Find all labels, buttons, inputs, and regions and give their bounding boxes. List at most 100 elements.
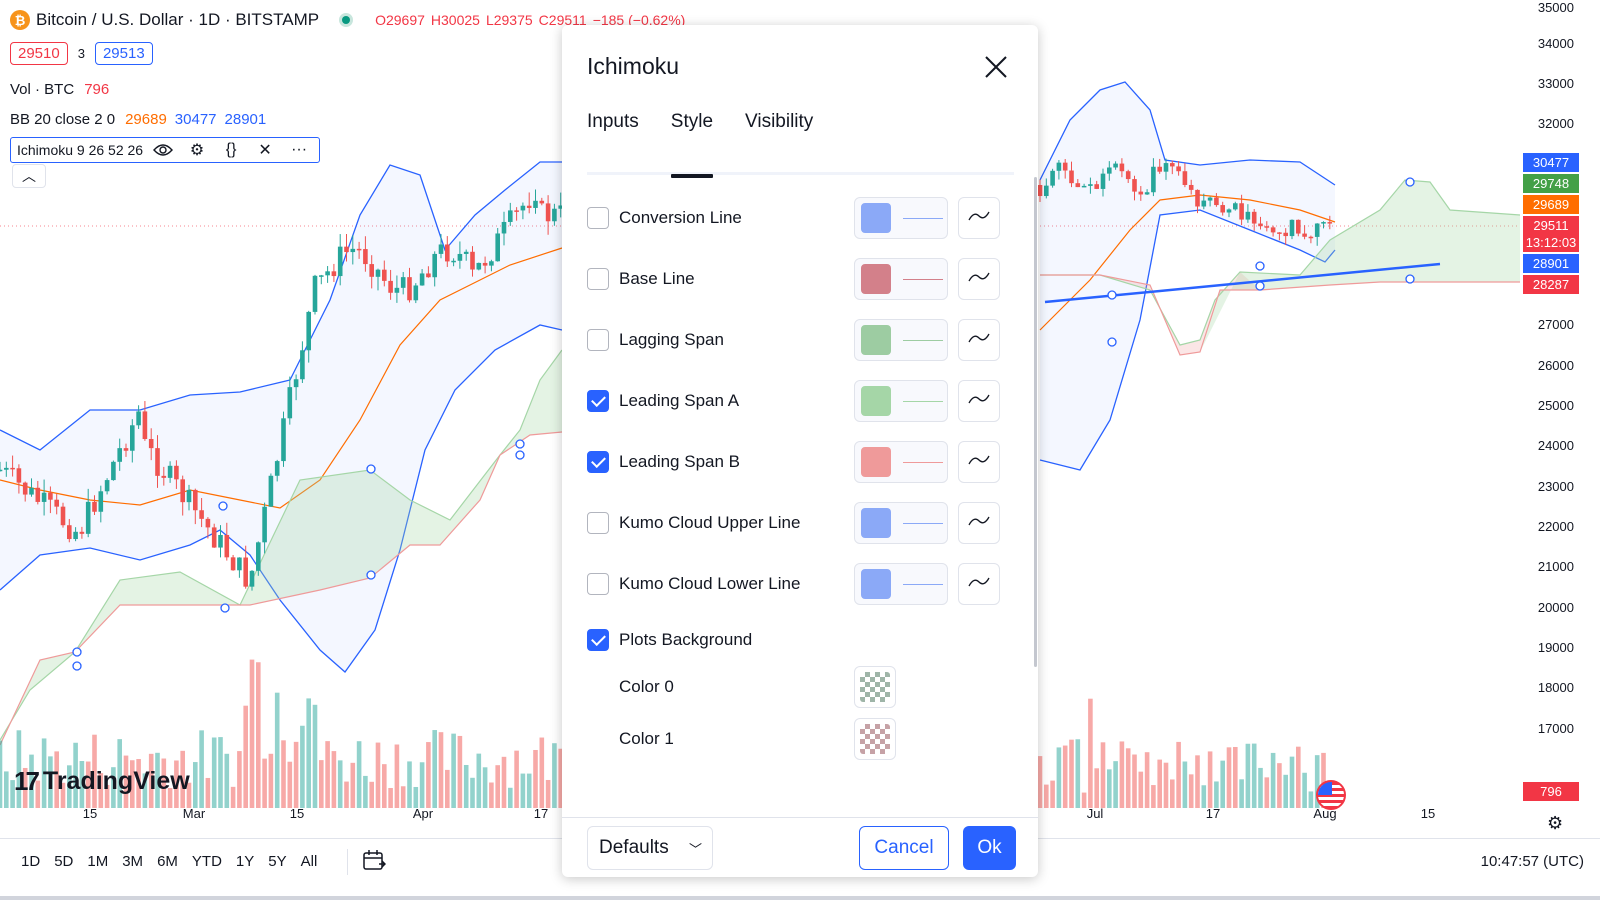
tab-visibility[interactable]: Visibility: [745, 111, 814, 132]
candle-body: [79, 531, 85, 534]
candle-body: [1258, 223, 1263, 227]
style-settings-list[interactable]: Conversion Line Base Line Lagging Span Lead…: [562, 177, 1038, 817]
more-icon[interactable]: ···: [291, 141, 308, 158]
line-curve-icon: [968, 331, 990, 349]
timeframe-1m[interactable]: 1M: [87, 853, 109, 870]
kumo-cloud-upper-line-plot-type-button[interactable]: [958, 502, 1000, 544]
candle-body: [60, 506, 66, 526]
kumo-cloud-upper-line-label[interactable]: Kumo Cloud Upper Line: [619, 513, 801, 532]
kumo-cloud-lower-line-color-button[interactable]: [854, 563, 948, 605]
candle-body: [218, 534, 223, 548]
base-line-color-button[interactable]: [854, 258, 948, 300]
volume-bar: [224, 753, 230, 808]
calendar-icon[interactable]: [362, 849, 386, 873]
defaults-dropdown[interactable]: Defaults ﹀: [587, 826, 713, 870]
volume-bar: [48, 756, 53, 808]
kumo-cloud-upper-line-color-button[interactable]: [854, 502, 948, 544]
leading-span-b-color-button[interactable]: [854, 441, 948, 483]
us-flag-icon[interactable]: [1316, 780, 1346, 810]
settings-gear-icon[interactable]: ⚙: [189, 142, 205, 159]
tradingview-logo[interactable]: 17 TradingView: [14, 766, 190, 797]
candle-body: [92, 501, 97, 512]
close-icon[interactable]: [982, 53, 1010, 81]
timeframe-6m[interactable]: 6M: [157, 853, 178, 870]
volume-bar: [161, 758, 167, 808]
axis-settings-icon[interactable]: ⚙: [1547, 813, 1564, 833]
volume-bar: [1233, 746, 1238, 808]
cancel-button[interactable]: Cancel: [859, 826, 949, 870]
volume-bar: [104, 784, 110, 808]
kumo-cloud-lower-line-checkbox[interactable]: [587, 573, 609, 595]
timeframe-3m[interactable]: 3M: [122, 853, 144, 870]
base-line-plot-type-button[interactable]: [958, 258, 1000, 300]
plots-background-checkbox[interactable]: [587, 629, 609, 651]
kumo-cloud-lower-line-label[interactable]: Kumo Cloud Lower Line: [619, 574, 801, 593]
base-line-checkbox[interactable]: [587, 268, 609, 290]
volume-bar: [1094, 768, 1099, 808]
conversion-line-plot-type-button[interactable]: [958, 197, 1000, 239]
leading-span-a-label[interactable]: Leading Span A: [619, 391, 740, 410]
utc-time[interactable]: 10:47:57 (UTC): [1480, 853, 1584, 870]
volume-bar: [495, 765, 500, 808]
volume-bar: [1075, 739, 1081, 808]
timeframe-1d[interactable]: 1D: [21, 853, 41, 870]
eye-icon[interactable]: [149, 143, 177, 157]
ichimoku-legend-box[interactable]: Ichimoku 9 26 52 26 ⚙ {} ✕ ···: [10, 137, 321, 163]
conversion-line-checkbox[interactable]: [587, 207, 609, 229]
lagging-span-checkbox[interactable]: [587, 329, 609, 351]
line-curve-icon: [968, 575, 990, 593]
base-line-label[interactable]: Base Line: [619, 269, 695, 288]
timeframe-1y[interactable]: 1Y: [235, 853, 255, 870]
candle-body: [1138, 191, 1144, 195]
lagging-span-label[interactable]: Lagging Span: [619, 330, 724, 349]
leading-span-b-plot-type-button[interactable]: [958, 441, 1000, 483]
row-leading-span-a: Leading Span A: [587, 379, 1000, 423]
sell-button[interactable]: 29510: [10, 42, 68, 65]
volume-legend[interactable]: Vol · BTC 796: [10, 81, 109, 98]
time-axis-label: Jul: [1086, 806, 1104, 821]
source-code-icon[interactable]: {}: [225, 141, 237, 158]
scrollbar[interactable]: [1034, 177, 1037, 667]
candle-body: [48, 492, 53, 500]
color-1-picker[interactable]: [854, 718, 896, 760]
lagging-span-color-button[interactable]: [854, 319, 948, 361]
line-style-preview: [903, 339, 943, 341]
volume-bar: [148, 753, 154, 808]
candle-body: [1056, 162, 1062, 171]
volume-bar: [186, 782, 192, 808]
kumo-cloud-lower-line-plot-type-button[interactable]: [958, 563, 1000, 605]
conversion-line-color-button[interactable]: [854, 197, 948, 239]
buy-button[interactable]: 29513: [94, 42, 153, 65]
tab-inputs[interactable]: Inputs: [587, 111, 639, 132]
color-0-picker[interactable]: [854, 666, 896, 708]
conversion-line-label[interactable]: Conversion Line: [619, 208, 742, 227]
color-1-label: Color 1: [619, 729, 674, 748]
tab-style[interactable]: Style: [670, 111, 714, 178]
timeframe-5d[interactable]: 5D: [54, 853, 74, 870]
drawing-handle: [218, 501, 228, 511]
chevron-down-icon: ﹀: [688, 842, 702, 857]
timeframe-ytd[interactable]: YTD: [191, 853, 222, 870]
timeframe-5y[interactable]: 5Y: [268, 853, 287, 870]
candle-body: [98, 491, 104, 512]
leading-span-a-plot-type-button[interactable]: [958, 380, 1000, 422]
leading-span-a-color-button[interactable]: [854, 380, 948, 422]
remove-icon[interactable]: ✕: [258, 142, 272, 159]
leading-span-a-checkbox[interactable]: [587, 390, 609, 412]
kumo-cloud-upper-line-checkbox[interactable]: [587, 512, 609, 534]
symbol-title[interactable]: Bitcoin / U.S. Dollar · 1D · BITSTAMP: [36, 10, 320, 29]
timeframe-all[interactable]: All: [300, 853, 318, 870]
leading-span-b-label[interactable]: Leading Span B: [619, 452, 740, 471]
bb-legend[interactable]: BB 20 close 2 0 29689 30477 28901: [10, 111, 266, 128]
volume-bar: [319, 760, 324, 808]
ok-button[interactable]: Ok: [963, 826, 1016, 870]
candle-body: [356, 248, 362, 251]
leading-span-b-checkbox[interactable]: [587, 451, 609, 473]
plots-background-label[interactable]: Plots Background: [619, 630, 753, 649]
row-lagging-span: Lagging Span: [587, 318, 1000, 362]
lagging-span-plot-type-button[interactable]: [958, 319, 1000, 361]
row-conversion-line: Conversion Line: [587, 196, 1000, 240]
price-chart[interactable]: [0, 0, 1600, 840]
collapse-legend-button[interactable]: ︿: [12, 164, 46, 188]
candle-body: [16, 468, 22, 483]
